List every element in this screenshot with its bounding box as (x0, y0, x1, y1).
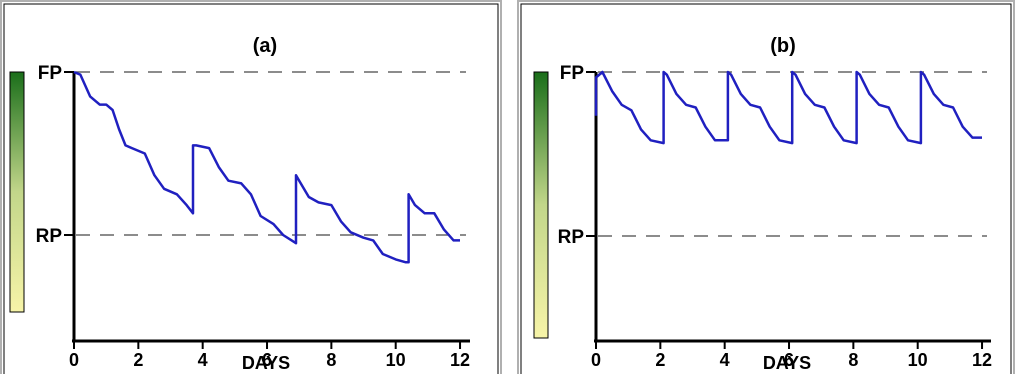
chart-b-svg: FP RP (b) DAYS 0 2 4 6 8 10 12 (517, 0, 1015, 379)
x-tick-label: 0 (69, 350, 79, 370)
rp-label: RP (558, 227, 585, 248)
fp-label: FP (38, 63, 63, 84)
x-tick-label: 4 (198, 350, 208, 370)
x-tick-label: 8 (848, 350, 858, 370)
panel-label: (a) (253, 35, 277, 57)
x-tick-label: 10 (908, 350, 928, 370)
panel-border (0, 0, 502, 379)
x-ticks-group: 0 2 4 6 8 10 12 (591, 341, 992, 370)
rp-label: RP (36, 226, 63, 247)
chart-panel-a: FP RP (a) DAYS 0 2 4 6 8 10 12 (0, 0, 502, 379)
x-tick-label: 4 (720, 350, 730, 370)
panel-inner-border (3, 3, 499, 379)
series-line (594, 70, 982, 145)
x-ticks-group: 0 2 4 6 8 10 12 (69, 341, 470, 370)
x-tick-label: 2 (655, 350, 665, 370)
gradient-bar (533, 71, 549, 339)
panel-label: (b) (770, 35, 796, 57)
fp-label: FP (560, 63, 585, 84)
x-tick-label: 12 (972, 350, 992, 370)
x-tick-label: 8 (326, 350, 336, 370)
series-line (73, 70, 460, 264)
panel-inner-border (520, 3, 1012, 379)
x-axis-title: DAYS (763, 353, 811, 373)
x-tick-label: 6 (262, 350, 272, 370)
x-tick-label: 6 (784, 350, 794, 370)
panel-border (517, 0, 1015, 379)
x-tick-label: 10 (386, 350, 406, 370)
x-tick-label: 0 (591, 350, 601, 370)
x-tick-label: 12 (450, 350, 470, 370)
gradient-bar (9, 71, 25, 313)
x-tick-label: 2 (133, 350, 143, 370)
chart-a-svg: FP RP (a) DAYS 0 2 4 6 8 10 12 (0, 0, 502, 379)
chart-panel-b: FP RP (b) DAYS 0 2 4 6 8 10 12 (517, 0, 1015, 379)
x-axis-title: DAYS (242, 353, 290, 373)
